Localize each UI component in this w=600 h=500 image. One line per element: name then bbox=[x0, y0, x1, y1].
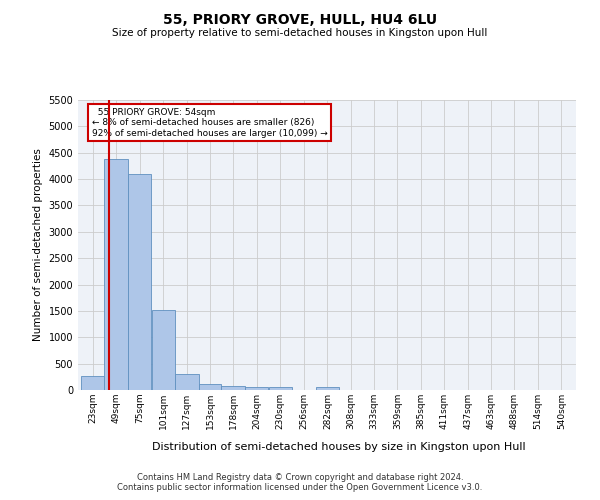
Bar bbox=[269, 388, 292, 390]
Bar bbox=[104, 159, 128, 390]
Bar bbox=[245, 387, 268, 390]
Text: 55 PRIORY GROVE: 54sqm
← 8% of semi-detached houses are smaller (826)
92% of sem: 55 PRIORY GROVE: 54sqm ← 8% of semi-deta… bbox=[92, 108, 328, 138]
Bar bbox=[199, 384, 221, 390]
Bar bbox=[81, 376, 104, 390]
Text: Size of property relative to semi-detached houses in Kingston upon Hull: Size of property relative to semi-detach… bbox=[112, 28, 488, 38]
Text: Contains HM Land Registry data © Crown copyright and database right 2024.
Contai: Contains HM Land Registry data © Crown c… bbox=[118, 473, 482, 492]
Bar bbox=[152, 310, 175, 390]
Text: Distribution of semi-detached houses by size in Kingston upon Hull: Distribution of semi-detached houses by … bbox=[152, 442, 526, 452]
Bar bbox=[316, 387, 339, 390]
Text: 55, PRIORY GROVE, HULL, HU4 6LU: 55, PRIORY GROVE, HULL, HU4 6LU bbox=[163, 12, 437, 26]
Y-axis label: Number of semi-detached properties: Number of semi-detached properties bbox=[33, 148, 43, 342]
Bar bbox=[175, 374, 199, 390]
Bar bbox=[221, 386, 245, 390]
Bar bbox=[128, 174, 151, 390]
